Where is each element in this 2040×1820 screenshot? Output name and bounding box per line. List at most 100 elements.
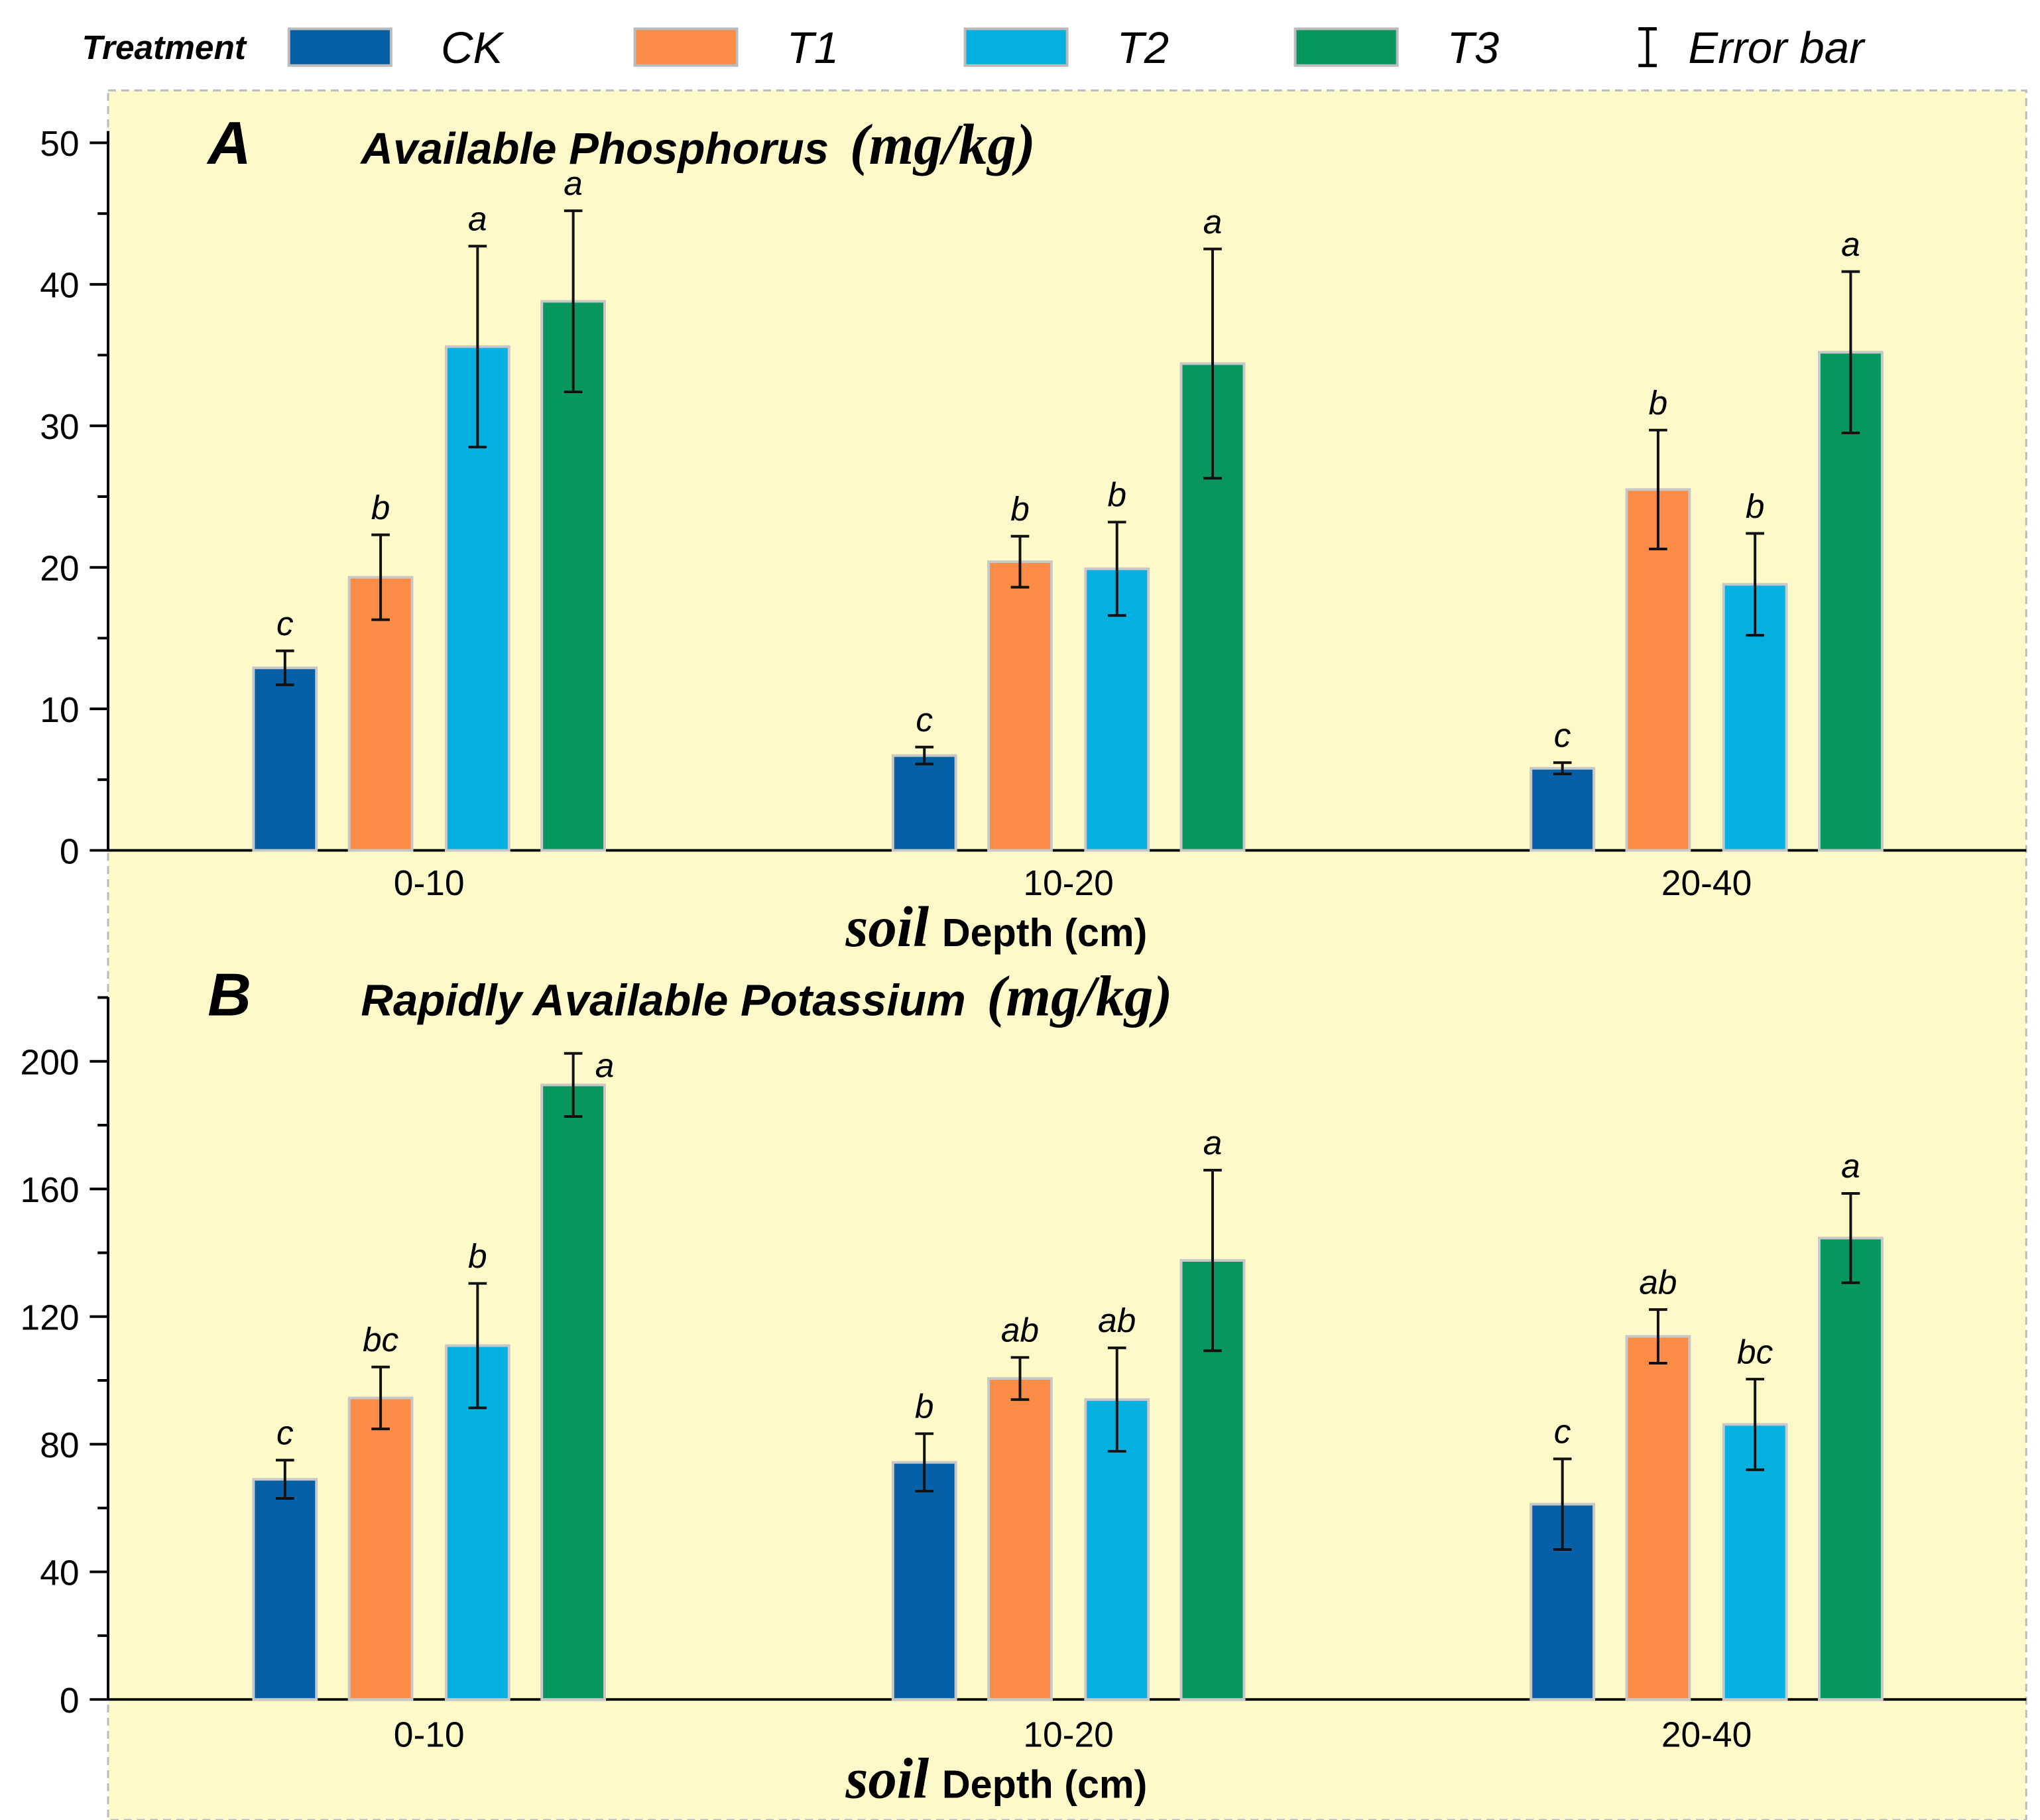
panel-a: 0 10 20 30 40 50 A Available Phosphorus (mg/kg) 0… [40,110,2027,959]
panel-title-text: Rapidly Available Potassium [361,976,965,1026]
significance-letter: a [1203,202,1223,241]
y-tick-label: 40 [40,1553,79,1593]
x-tick-label: 20-40 [1661,1715,1752,1754]
error-bar [371,1365,390,1431]
legend-label-ck: CK [441,23,505,73]
error-bar [1553,761,1572,776]
y-tick-label: 160 [21,1171,80,1210]
bar-ck-10-20 [891,754,957,852]
y-tick-label: 50 [40,125,79,164]
significance-letter: b [468,1237,487,1275]
x-axis-label-prefix: soil [845,895,929,959]
error-bar [1649,428,1667,550]
error-bar [915,745,934,766]
significance-letter: ab [1001,1311,1039,1349]
significance-letter: ab [1098,1301,1136,1339]
x-axis-label-prefix: soil [845,1746,929,1810]
legend-swatch-t3 [1293,27,1399,67]
panel-label: A [206,110,251,177]
significance-letter: a [1203,1123,1223,1162]
plot-background [107,89,2027,1820]
significance-letter: ab [1639,1262,1677,1301]
panel-title-unit: (mg/kg) [987,965,1172,1028]
error-bar [1010,534,1030,589]
significance-letter: c [276,1414,294,1452]
panel-title-text: Available Phosphorus [359,124,829,174]
y-tick-label: 80 [40,1426,79,1465]
legend-label-t1: T1 [787,23,839,73]
significance-letter: c [1554,716,1571,755]
legend-title: Treatment [82,28,247,66]
significance-letter: a [468,200,487,238]
error-bar [1203,1168,1222,1353]
legend: Treatment CK T1 T2 T3 Error bar [82,23,1866,73]
significance-letter: b [915,1387,934,1426]
panel-label: B [208,962,251,1029]
significance-letter: b [1649,383,1668,422]
y-tick-label: 0 [60,832,80,871]
y-tick-label: 10 [40,691,79,730]
legend-label-t3: T3 [1447,23,1499,73]
significance-letter: b [1746,487,1765,525]
bar-t1-0-10 [347,1396,414,1701]
error-bar [1010,1356,1030,1401]
significance-letter: c [276,604,294,642]
legend-label-t2: T2 [1117,23,1169,73]
error-bar [275,649,294,686]
x-axis-label: soil Depth (cm) [845,895,1147,959]
x-tick-label: 0-10 [394,1715,465,1754]
bar-ck-20-40 [1530,766,1596,852]
legend-swatch-ck [287,27,392,67]
bar-t1-10-20 [987,1377,1053,1701]
x-tick-label: 20-40 [1661,864,1752,903]
panel-title: Available Phosphorus (mg/kg) [359,113,1035,176]
error-bar [915,1432,934,1492]
bar-t3-0-10 [540,1083,607,1701]
bar-t3-20-40 [1818,351,1884,852]
panel-title-unit: (mg/kg) [850,113,1036,176]
significance-letter: c [916,700,933,739]
bar-t3-20-40 [1818,1237,1884,1701]
y-tick-label: 200 [21,1044,80,1083]
panel-b: 0 40 80 120 160 200 B Rapidly Available Potassi… [21,962,2027,1810]
panel-title: Rapidly Available Potassium (mg/kg) [361,965,1172,1028]
error-bar [1841,1192,1860,1284]
x-axis-label-text: Depth (cm) [942,910,1148,955]
x-tick-label: 0-10 [394,864,465,903]
bar-ck-0-10 [252,666,318,852]
error-bar-icon [1638,27,1657,68]
error-bar [275,1459,294,1500]
error-bar [371,533,390,621]
bar-t1-20-40 [1625,1335,1691,1701]
significance-letter: a [1841,1146,1860,1185]
error-bar [468,1282,487,1410]
legend-swatch-t2 [963,27,1069,67]
significance-letter: bc [1737,1332,1773,1370]
error-bar [1649,1308,1667,1365]
legend-label-error-bar: Error bar [1688,23,1866,73]
error-bar [1746,532,1765,637]
y-tick-label: 20 [40,549,79,588]
significance-letter: b [1107,475,1126,514]
y-tick-label: 0 [60,1681,80,1721]
error-bar [1203,247,1222,480]
error-bar [1841,270,1860,434]
error-bar [564,1052,583,1118]
significance-letter: a [595,1046,615,1084]
error-bar [468,245,487,449]
x-axis-label-text: Depth (cm) [942,1762,1148,1806]
x-tick-label: 10-20 [1023,1715,1113,1754]
error-bar [1553,1457,1572,1551]
error-bar [1107,1346,1126,1453]
x-axis-label: soil Depth (cm) [845,1746,1147,1810]
error-bar [1107,520,1126,617]
significance-letter: c [1554,1412,1571,1451]
y-tick-label: 40 [40,267,79,306]
significance-letter: b [371,488,390,526]
error-bar [564,209,583,394]
bar-t1-10-20 [987,560,1053,852]
error-bar [1746,1378,1765,1471]
y-tick-label: 120 [21,1298,80,1337]
legend-swatch-t1 [633,27,739,67]
